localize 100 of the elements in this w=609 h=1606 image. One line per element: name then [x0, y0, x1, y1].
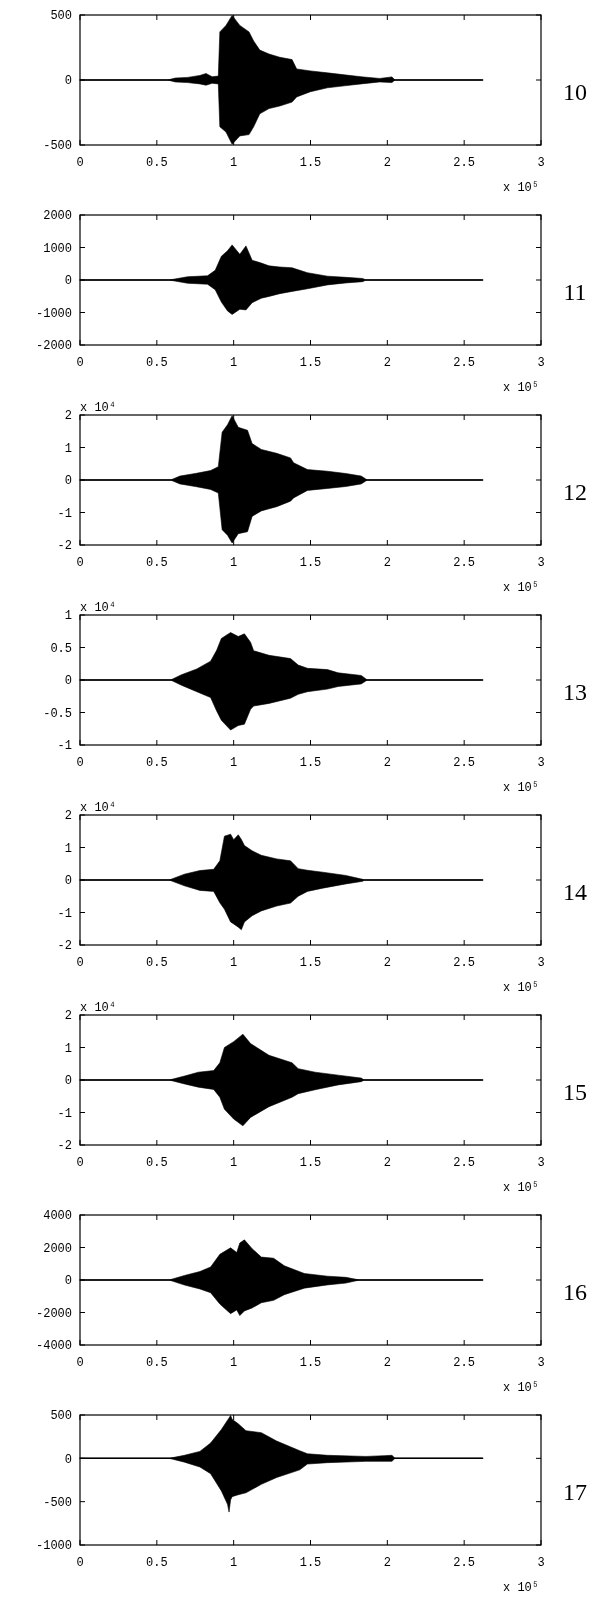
x-tick-label: 0	[76, 1156, 84, 1170]
x-tick-label: 2.5	[453, 1556, 475, 1570]
x-axis-title: x 10⁵	[502, 381, 539, 395]
y-axis-title: x 10⁴	[80, 1001, 117, 1015]
text: 17	[563, 1479, 587, 1506]
y-tick-label: -1000	[35, 1539, 72, 1554]
x-tick-label: 1	[230, 756, 238, 770]
y-tick-label: -2000	[35, 339, 72, 354]
x-tick-label: 2.5	[453, 1156, 475, 1170]
x-tick-label: 1	[230, 356, 238, 370]
text: 15	[563, 1079, 587, 1106]
y-tick-label: -1	[57, 739, 72, 754]
y-axis-title: x 10⁴	[80, 801, 117, 815]
y-tick-label: 1000	[43, 241, 72, 256]
x-tick-label: 1	[230, 556, 238, 570]
x-tick-label: 3	[537, 756, 545, 770]
y-tick-label: 1	[64, 841, 72, 856]
x-axis-title: x 10⁵	[502, 981, 539, 995]
y-tick-label: -500	[43, 139, 72, 154]
y-tick-label: -500	[43, 1495, 72, 1510]
y-tick-label: 2000	[43, 209, 72, 224]
x-axis-title: x 10⁵	[502, 581, 539, 595]
x-tick-label: 2	[383, 156, 391, 170]
x-tick-label: 2	[383, 756, 391, 770]
x-axis-title: x 10⁵	[502, 1581, 539, 1595]
y-axis-title: x 10⁴	[80, 601, 117, 615]
x-tick-label: 1	[230, 1556, 238, 1570]
x-tick-label: 3	[537, 956, 545, 970]
y-tick-label: -1	[57, 506, 72, 521]
x-tick-label: 0	[76, 156, 84, 170]
y-tick-label: 2	[64, 1009, 72, 1024]
x-tick-label: 0.5	[146, 356, 168, 370]
text: 12	[563, 479, 587, 506]
x-tick-label: 0	[76, 1556, 84, 1570]
x-tick-label: 3	[537, 1356, 545, 1370]
text: 14	[563, 879, 587, 906]
y-tick-label: 2	[64, 809, 72, 824]
y-tick-label: 500	[50, 1409, 72, 1424]
y-tick-label: 0	[64, 874, 72, 889]
x-tick-label: 0.5	[146, 1356, 168, 1370]
x-tick-label: 0.5	[146, 756, 168, 770]
y-tick-label: 1	[64, 441, 72, 456]
y-tick-label: -1	[57, 906, 72, 921]
x-tick-label: 1.5	[299, 356, 322, 370]
y-tick-label: -2000	[35, 1306, 72, 1321]
y-tick-label: 2	[64, 409, 72, 424]
y-tick-label: 0.5	[50, 641, 72, 656]
x-tick-label: 1	[230, 956, 238, 970]
x-tick-label: 2.5	[453, 556, 475, 570]
x-tick-label: 2.5	[453, 756, 475, 770]
x-tick-label: 2	[383, 356, 391, 370]
x-tick-label: 1.5	[299, 1556, 322, 1570]
y-tick-label: 0	[64, 674, 72, 689]
x-tick-label: 0.5	[146, 556, 168, 570]
y-tick-label: -4000	[35, 1339, 72, 1354]
y-tick-label: -2	[57, 939, 72, 954]
text: 16	[563, 1279, 587, 1306]
x-axis-title: x 10⁵	[502, 781, 539, 795]
x-axis-title: x 10⁵	[502, 181, 539, 195]
x-tick-label: 1.5	[299, 556, 322, 570]
x-tick-label: 0.5	[146, 156, 168, 170]
y-tick-label: 2000	[43, 1241, 72, 1256]
x-tick-label: 0	[76, 956, 84, 970]
x-tick-label: 0.5	[146, 1156, 168, 1170]
x-axis-title: x 10⁵	[502, 1381, 539, 1395]
y-tick-label: 0	[64, 1452, 72, 1467]
y-tick-label: -1	[57, 1106, 72, 1121]
x-tick-label: 0	[76, 356, 84, 370]
x-tick-label: 0	[76, 1356, 84, 1370]
x-tick-label: 3	[537, 356, 545, 370]
text: 11	[563, 279, 587, 306]
y-tick-label: 500	[50, 9, 72, 24]
y-tick-label: 1	[64, 1041, 72, 1056]
y-tick-label: 0	[64, 474, 72, 489]
y-tick-label: -2	[57, 539, 72, 554]
x-axis-title: x 10⁵	[502, 1181, 539, 1195]
text: 13	[563, 679, 587, 706]
x-tick-label: 3	[537, 156, 545, 170]
y-tick-label: 1	[64, 609, 72, 624]
x-tick-label: 2.5	[453, 356, 475, 370]
y-tick-label: -0.5	[43, 706, 72, 721]
y-tick-label: 0	[64, 74, 72, 89]
x-tick-label: 2.5	[453, 1356, 475, 1370]
x-tick-label: 2	[383, 556, 391, 570]
y-axis-title: x 10⁴	[80, 401, 117, 415]
x-tick-label: 0	[76, 756, 84, 770]
x-tick-label: 1.5	[299, 156, 322, 170]
x-tick-label: 0	[76, 556, 84, 570]
x-tick-label: 2	[383, 956, 391, 970]
x-tick-label: 2.5	[453, 156, 475, 170]
x-tick-label: 1.5	[299, 1356, 322, 1370]
y-tick-label: 4000	[43, 1209, 72, 1224]
x-tick-label: 2.5	[453, 956, 475, 970]
x-tick-label: 2	[383, 1356, 391, 1370]
x-tick-label: 1	[230, 1356, 238, 1370]
x-tick-label: 1.5	[299, 956, 322, 970]
x-tick-label: 1	[230, 1156, 238, 1170]
text: 10	[563, 79, 587, 106]
x-tick-label: 0.5	[146, 956, 168, 970]
x-tick-label: 0.5	[146, 1556, 168, 1570]
